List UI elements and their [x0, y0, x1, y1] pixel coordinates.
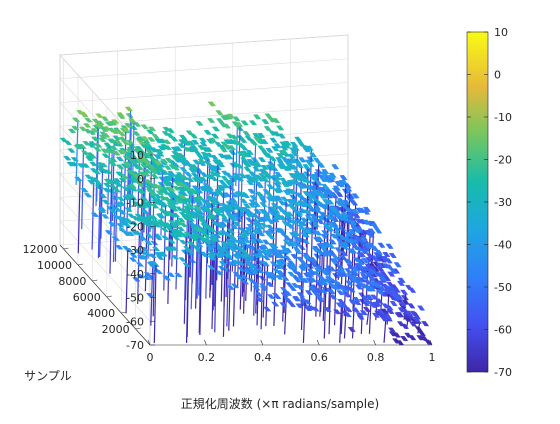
y-tick-label: 8000: [58, 275, 86, 288]
surface-valley: [303, 302, 305, 343]
surface-patch: [297, 257, 304, 261]
x-tick-label: 0.8: [367, 351, 385, 364]
colorbar-tick-label: -70: [494, 366, 512, 379]
x-axis-label: 正規化周波数 (×π radians/sample): [181, 396, 379, 411]
x-tick: [374, 340, 376, 345]
colorbar-tick-label: -10: [494, 111, 512, 124]
y-tick-label: 6000: [73, 291, 101, 304]
colorbar-tick-label: 10: [494, 26, 508, 39]
surface-patch: [401, 336, 408, 341]
x-tick: [204, 340, 206, 345]
z-tick-label: -70: [126, 339, 144, 352]
surface-patch: [286, 282, 293, 286]
x-tick-label: 1: [429, 351, 436, 364]
y-axis-label: サンプル: [24, 369, 72, 383]
surface-patch: [371, 224, 378, 229]
y-tick-label: 4000: [87, 307, 115, 320]
surface-patch: [288, 303, 295, 307]
colorbar-tick-label: -40: [494, 239, 512, 252]
surface-patch: [291, 254, 298, 258]
surface-valley: [384, 321, 386, 343]
z-tick-label: -50: [126, 292, 144, 305]
y-tick-label: 2000: [102, 323, 130, 336]
y-tick-label: 12000: [23, 243, 58, 256]
surface-patch: [263, 307, 270, 311]
surface-patch: [297, 292, 304, 296]
surface-patch: [272, 302, 279, 306]
surface-patch: [389, 253, 396, 258]
surface-valley: [233, 266, 235, 327]
z-tick-label: 0: [137, 173, 144, 186]
surface-patch: [280, 287, 287, 291]
surface-patch: [409, 288, 416, 293]
x-axis: 0 0.2 0.4 0.6 0.8 1: [147, 340, 436, 364]
surface-patch: [390, 301, 397, 306]
colorbar: 10 0 -10 -20 -30 -40 -50 -60 -70: [467, 26, 512, 379]
x-tick: [261, 340, 263, 345]
x-tick-label: 0.2: [198, 351, 216, 364]
surface-patch: [386, 244, 393, 249]
x-tick-label: 0.6: [310, 351, 328, 364]
surface-patch: [305, 290, 312, 294]
x-tick-label: 0.4: [254, 351, 272, 364]
surface-patch: [282, 276, 289, 280]
z-tick-label: 10: [130, 149, 144, 162]
surface-patch: [378, 243, 385, 248]
surface-valley: [229, 265, 231, 331]
y-tick-label: 10000: [37, 259, 72, 272]
surface-patch: [418, 331, 425, 336]
surface-patch: [400, 290, 407, 295]
x-tick-label: 0: [147, 351, 154, 364]
surface-patch: [408, 304, 415, 309]
surface-patch: [394, 262, 401, 267]
colorbar-tick-label: -60: [494, 324, 512, 337]
x-tick: [317, 340, 319, 345]
colorbar-tick-label: -30: [494, 196, 512, 209]
colorbar-tick-label: -20: [494, 154, 512, 167]
z-tick-label: -20: [126, 220, 144, 233]
surface-patch: [316, 295, 323, 299]
surface-patch: [422, 321, 429, 326]
colorbar-tick-label: -50: [494, 281, 512, 294]
surface-valley: [367, 312, 369, 325]
surface-patch: [375, 228, 382, 233]
surface-patch: [348, 327, 355, 331]
z-tick-label: -10: [126, 197, 144, 210]
z-tick-label: -30: [126, 244, 144, 257]
surface-patch: [294, 250, 301, 254]
surface-patch: [417, 306, 424, 311]
colorbar-tick-label: 0: [494, 69, 501, 82]
surface-valley: [340, 307, 342, 343]
z-tick-label: -40: [126, 268, 144, 281]
